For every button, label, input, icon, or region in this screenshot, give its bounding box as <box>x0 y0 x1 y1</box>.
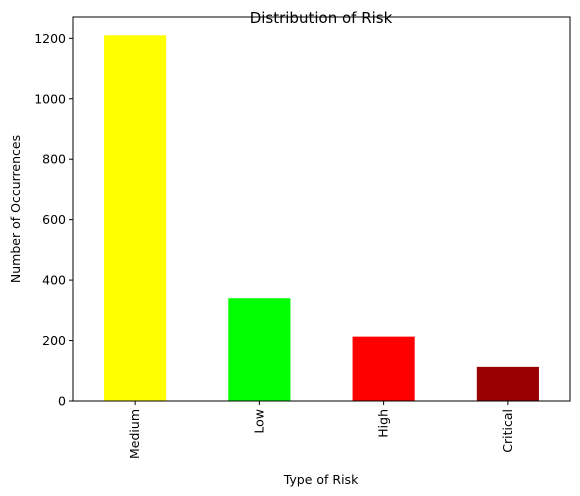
x-tick-label-critical: Critical <box>500 409 515 453</box>
bar-high <box>352 336 415 401</box>
y-tick-label-1000: 1000 <box>34 91 66 106</box>
x-tick-label-medium: Medium <box>127 409 142 459</box>
y-tick-label-600: 600 <box>42 212 66 227</box>
y-tick-label-1200: 1200 <box>34 31 66 46</box>
y-axis-ticks: 0 200 400 600 800 1000 1200 <box>34 31 73 409</box>
bar-critical <box>476 366 539 401</box>
x-tick-label-low: Low <box>251 409 266 434</box>
y-axis-label: Number of Occurrences <box>8 135 23 283</box>
plot-frame <box>72 16 571 402</box>
x-axis-ticks: Medium Low High Critical <box>127 401 515 459</box>
y-tick-label-200: 200 <box>42 333 66 348</box>
y-tick-label-800: 800 <box>42 152 66 167</box>
x-axis-label: Type of Risk <box>283 472 359 487</box>
y-tick-label-0: 0 <box>58 394 66 409</box>
bar-medium <box>104 35 167 402</box>
y-tick-label-400: 400 <box>42 273 66 288</box>
bars-group <box>104 35 539 402</box>
bar-low <box>228 298 291 401</box>
x-tick-label-high: High <box>376 409 391 438</box>
chart-title: Distribution of Risk <box>250 9 393 27</box>
